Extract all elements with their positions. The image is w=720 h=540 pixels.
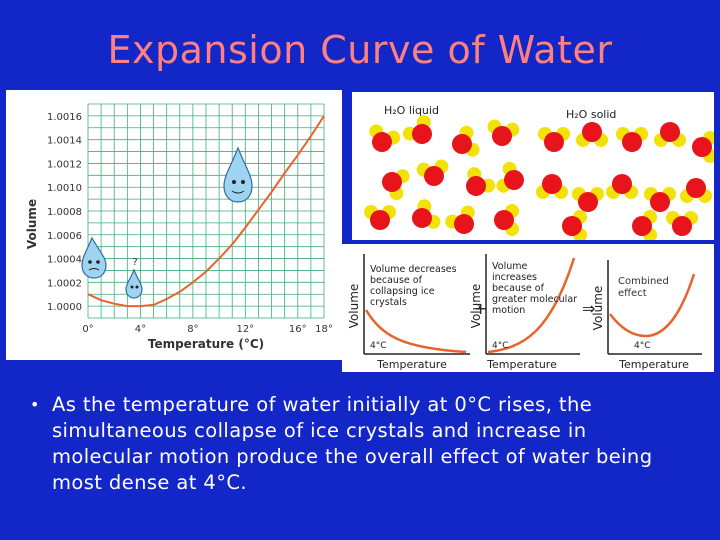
water-molecule — [606, 174, 638, 199]
water-drop-cartoon-small: ? — [125, 257, 143, 299]
increase-annotation-2: increases — [492, 272, 537, 283]
water-molecule — [494, 204, 519, 236]
molecule-illustration: H₂O liquid H₂O solid — [364, 104, 717, 242]
y-tick-label: 1.0008 — [47, 207, 82, 218]
expansion-chart: 1.0000 1.0002 1.0004 1.0006 1.0008 1.0010 1.00… — [25, 103, 333, 351]
combined-chart: Volume Temperature 4°C Combined effect — [591, 260, 702, 371]
y-tick-label: 1.0014 — [47, 136, 82, 147]
combined-xlabel: Temperature — [618, 358, 689, 371]
y-tick-label: 1.0002 — [47, 278, 82, 289]
increase-curve — [487, 257, 576, 354]
water-molecule — [616, 127, 648, 152]
water-molecule — [496, 161, 524, 193]
y-tick-label: 1.0010 — [47, 183, 82, 194]
molecule-illustration-panel: H₂O liquid H₂O solid — [352, 92, 717, 242]
water-molecule — [369, 124, 401, 152]
water-molecule — [445, 205, 475, 234]
combined-xtick: 4°C — [634, 341, 651, 351]
water-molecule — [382, 169, 410, 201]
liquid-molecules — [364, 115, 524, 236]
decrease-annotation-2: because of — [370, 275, 423, 286]
y-tick-label: 1.0012 — [47, 159, 82, 170]
increase-ylabel: Volume — [469, 284, 483, 329]
combined-annotation-1: Combined — [618, 276, 669, 287]
water-molecule — [572, 187, 604, 212]
water-molecule — [466, 167, 496, 196]
decrease-chart: Volume Temperature 4°C Volume decreases … — [347, 254, 470, 371]
decrease-annotation-4: crystals — [370, 297, 407, 308]
chart-grid — [87, 103, 325, 319]
water-drop-cartoon-large — [223, 146, 253, 203]
arrow-operator: ⇒ — [582, 299, 595, 318]
water-molecule — [632, 210, 657, 242]
x-tick-label: 4° — [135, 324, 146, 335]
increase-annotation-1: Volume — [492, 261, 527, 272]
water-molecule — [416, 159, 449, 186]
water-molecule — [452, 125, 480, 157]
increase-xtick: 4°C — [492, 341, 509, 351]
decrease-curve — [364, 309, 467, 354]
water-molecule — [644, 187, 676, 212]
bullet-text: As the temperature of water initially at… — [52, 393, 653, 494]
decrease-ylabel: Volume — [347, 284, 361, 329]
expansion-chart-panel: 1.0000 1.0002 1.0004 1.0006 1.0008 1.0010 1.00… — [6, 90, 342, 360]
combined-curve — [609, 273, 696, 338]
increase-annotation-3: because of — [492, 283, 545, 294]
y-tick-label: 1.0006 — [47, 231, 82, 242]
effects-charts: Volume Temperature 4°C Volume decreases … — [347, 254, 702, 371]
water-molecule — [487, 119, 520, 146]
x-tick-labels: 0° 4° 8° 12° 16° 18° — [82, 324, 333, 335]
decrease-xlabel: Temperature — [376, 358, 447, 371]
expansion-curve-line — [87, 115, 325, 308]
decrease-annotation-1: Volume decreases — [370, 264, 457, 275]
water-molecule — [364, 205, 396, 230]
x-tick-label: 18° — [315, 324, 333, 335]
water-molecule — [576, 122, 608, 147]
liquid-label: H₂O liquid — [384, 104, 439, 117]
water-drop-cartoon-left — [81, 236, 107, 279]
plus-operator: + — [474, 299, 487, 318]
increase-annotation-4: greater molecular — [492, 294, 577, 305]
water-molecule — [402, 115, 432, 144]
combined-ylabel: Volume — [591, 286, 605, 331]
increase-xlabel: Temperature — [486, 358, 557, 371]
y-tick-label: 1.0004 — [47, 255, 82, 266]
y-tick-label: 1.0016 — [47, 112, 82, 123]
solid-label: H₂O solid — [566, 108, 616, 121]
water-molecule — [536, 174, 568, 199]
increase-annotation-5: motion — [492, 305, 525, 316]
x-tick-label: 0° — [82, 324, 93, 335]
y-tick-label: 1.0000 — [47, 302, 82, 313]
water-molecule — [680, 178, 712, 203]
increase-chart: Volume Temperature 4°C Volume increases … — [469, 254, 580, 371]
decrease-annotation-3: collapsing ice — [370, 286, 435, 297]
water-molecule — [412, 199, 441, 229]
combined-annotation-2: effect — [618, 288, 647, 299]
effects-panel: Volume Temperature 4°C Volume decreases … — [342, 244, 714, 372]
y-tick-labels: 1.0000 1.0002 1.0004 1.0006 1.0008 1.0010 1.00… — [47, 112, 82, 313]
x-tick-label: 16° — [289, 324, 307, 335]
water-molecule — [654, 122, 686, 147]
slide-title: Expansion Curve of Water — [107, 28, 613, 72]
y-axis-label: Volume — [25, 199, 39, 249]
water-molecule — [692, 131, 717, 163]
svg-text:?: ? — [132, 257, 137, 268]
water-molecule — [562, 210, 587, 242]
solid-molecules — [536, 122, 717, 242]
bullet-icon: • — [30, 395, 40, 414]
decrease-xtick: 4°C — [370, 341, 387, 351]
water-molecule — [666, 211, 698, 236]
x-tick-label: 8° — [187, 324, 198, 335]
water-molecule — [538, 127, 570, 152]
x-tick-label: 12° — [236, 324, 254, 335]
x-axis-label: Temperature (°C) — [148, 337, 264, 351]
